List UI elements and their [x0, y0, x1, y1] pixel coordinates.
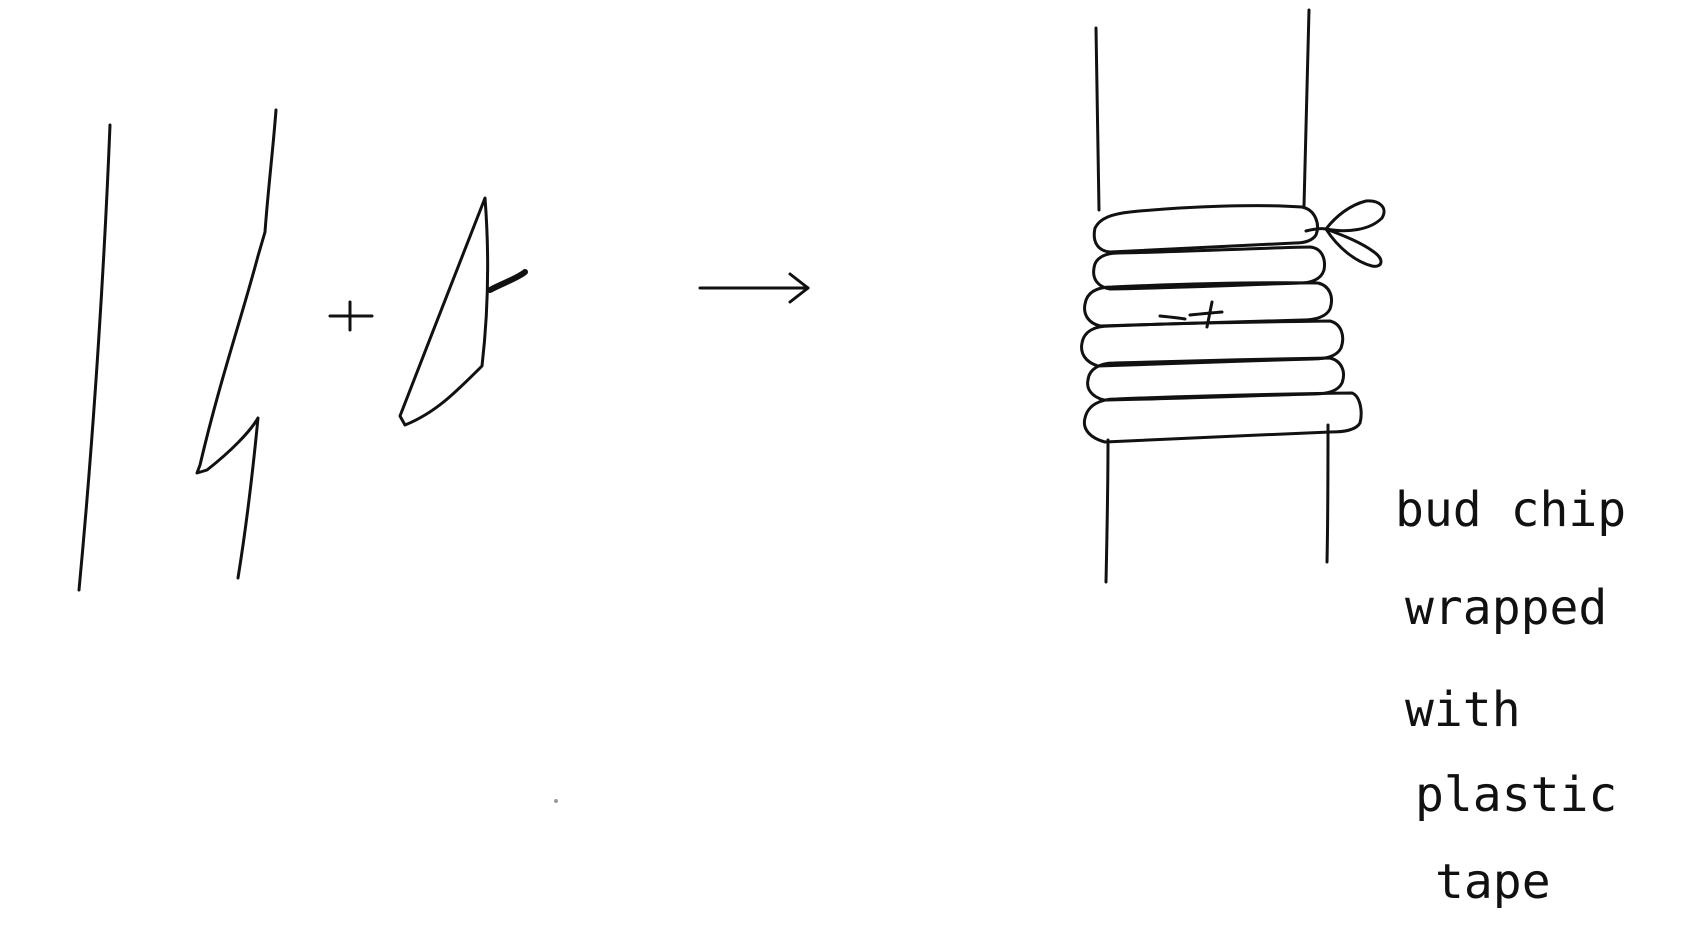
bow-loop-lower — [1324, 227, 1383, 268]
tie-knot — [1304, 227, 1328, 233]
tape-wrap-1 — [1092, 204, 1319, 254]
arrow-right-icon — [698, 272, 810, 304]
label-line-5: tape — [1435, 854, 1551, 910]
rootstock-right-edge-with-notch — [195, 108, 278, 580]
tape-wrap-4 — [1080, 319, 1345, 368]
label-line-4: plastic — [1415, 767, 1618, 823]
plus-sign — [328, 300, 374, 332]
bud-on-chip — [487, 269, 528, 293]
bud-chip-outline — [398, 196, 490, 427]
tape-tie-bow — [1304, 199, 1386, 268]
stem-upper-left-edge — [1094, 26, 1101, 212]
tape-seam-left — [1158, 314, 1187, 321]
paper-speck — [554, 799, 558, 803]
tape-seam-center — [1188, 310, 1224, 317]
label-line-2: wrapped — [1405, 580, 1608, 636]
bud-mark — [1205, 300, 1214, 329]
bud-chip — [398, 196, 528, 427]
stem-upper-right-edge — [1302, 8, 1311, 208]
label-line-1: bud chip — [1395, 482, 1627, 538]
tape-wrap-2 — [1092, 245, 1326, 291]
rootstock-left-edge — [77, 123, 112, 592]
stem-lower-left-edge — [1104, 438, 1110, 584]
bow-loop-upper — [1324, 199, 1386, 233]
bud-chip-label: bud chip wrapped with plastic tape — [1395, 486, 1675, 926]
plastic-tape-wraps — [1080, 204, 1363, 444]
stem-lower-right-edge — [1325, 423, 1330, 564]
rootstock-stem-with-cut — [77, 108, 278, 592]
label-line-3: with — [1405, 682, 1521, 738]
grafted-stem-wrapped — [1080, 8, 1386, 584]
tape-wrap-6 — [1082, 391, 1363, 444]
